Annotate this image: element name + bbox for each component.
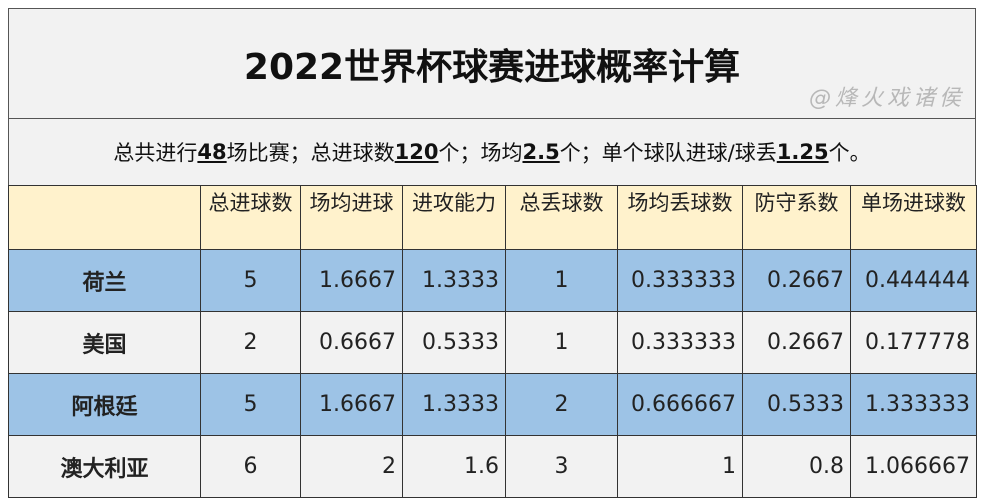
header-row: 总进球数 场均进球 进攻能力 总丢球数 场均丢球数 防守系数 单场进球数 <box>8 185 977 250</box>
total-goals: 120 <box>394 140 439 164</box>
table-cell[interactable]: 1.6667 <box>300 373 403 436</box>
header-label: 单场进球数 <box>861 191 966 215</box>
watermark: @烽火戏诸侯 <box>808 86 965 111</box>
table-cell[interactable]: 2 <box>300 435 403 498</box>
column-header[interactable] <box>8 185 201 250</box>
table-cell[interactable]: 1.066667 <box>850 435 977 498</box>
summary-text: 个；场均 <box>438 141 523 165</box>
table-cell[interactable]: 5 <box>200 249 301 312</box>
table-cell[interactable]: 0.666667 <box>617 373 743 436</box>
header-label <box>15 188 194 247</box>
summary-text: 个；单个球队进球/球丢 <box>559 141 777 165</box>
header-label: 场均丢球数 <box>627 191 733 215</box>
table-cell[interactable]: 0.8 <box>742 435 851 498</box>
table-cell[interactable]: 1.3333 <box>402 373 506 436</box>
table-cell[interactable]: 1 <box>505 249 618 312</box>
table-cell[interactable]: 0.177778 <box>850 311 977 374</box>
table-cell[interactable]: 0.2667 <box>742 311 851 374</box>
table-cell[interactable]: 1.3333 <box>402 249 506 312</box>
header-label: 进攻能力 <box>412 191 496 215</box>
sheet-title: 2022世界杯球赛进球概率计算 <box>243 46 741 88</box>
table-cell[interactable]: 6 <box>200 435 301 498</box>
total-matches: 48 <box>197 140 227 164</box>
summary-text: 总共进行 <box>113 141 198 165</box>
header-label: 场均进球 <box>309 191 394 215</box>
spreadsheet: 2022世界杯球赛进球概率计算 @烽火戏诸侯 总共进行 48 场比赛；总进球数 120… <box>8 8 977 498</box>
table-cell[interactable]: 0.444444 <box>850 249 977 312</box>
table-row: 澳大利亚 6 2 1.6 3 1 0.8 1.066667 <box>8 435 977 498</box>
column-header[interactable]: 进攻能力 <box>402 185 506 250</box>
table-cell[interactable]: 0.333333 <box>617 311 743 374</box>
team-name-cell[interactable]: 荷兰 <box>8 249 201 312</box>
table-cell[interactable]: 2 <box>200 311 301 374</box>
column-header[interactable]: 场均丢球数 <box>617 185 743 250</box>
column-header[interactable]: 总丢球数 <box>505 185 618 250</box>
table-cell[interactable]: 0.5333 <box>742 373 851 436</box>
avg-goals: 2.5 <box>522 140 560 164</box>
table-cell[interactable]: 1.333333 <box>850 373 977 436</box>
table-row: 阿根廷 5 1.6667 1.3333 2 0.666667 0.5333 1.333333 <box>8 373 977 436</box>
header-label: 防守系数 <box>754 191 839 215</box>
data-table: 总进球数 场均进球 进攻能力 总丢球数 场均丢球数 防守系数 单场进球数 荷兰 5 1.6667 1… <box>8 185 977 498</box>
table-row: 荷兰 5 1.6667 1.3333 1 0.333333 0.2667 0.444444 <box>8 249 977 312</box>
team-name-cell[interactable]: 澳大利亚 <box>8 435 201 498</box>
table-cell[interactable]: 1 <box>505 311 618 374</box>
column-header[interactable]: 总进球数 <box>200 185 301 250</box>
table-cell[interactable]: 1.6 <box>402 435 506 498</box>
column-header[interactable]: 场均进球 <box>300 185 403 250</box>
table-cell[interactable]: 3 <box>505 435 618 498</box>
table-cell[interactable]: 0.6667 <box>300 311 403 374</box>
table-cell[interactable]: 1.6667 <box>300 249 403 312</box>
table-cell[interactable]: 0.2667 <box>742 249 851 312</box>
table-cell[interactable]: 0.5333 <box>402 311 506 374</box>
table-cell[interactable]: 1 <box>617 435 743 498</box>
table-cell[interactable]: 2 <box>505 373 618 436</box>
summary-line: 总共进行 48 场比赛；总进球数 120 个；场均 2.5 个；单个球队进球/球丢 1.25 个… <box>8 119 976 185</box>
column-header[interactable]: 单场进球数 <box>850 185 977 250</box>
table-row: 美国 2 0.6667 0.5333 1 0.333333 0.2667 0.177778 <box>8 311 977 374</box>
header-label: 总丢球数 <box>519 191 604 215</box>
sheet-title-cell: 2022世界杯球赛进球概率计算 @烽火戏诸侯 <box>8 8 976 119</box>
summary-text: 个。 <box>828 141 871 165</box>
column-header[interactable]: 防守系数 <box>742 185 851 250</box>
table-cell[interactable]: 5 <box>200 373 301 436</box>
team-name-cell[interactable]: 美国 <box>8 311 201 374</box>
team-avg-goals: 1.25 <box>776 140 829 164</box>
header-label: 总进球数 <box>208 191 293 215</box>
team-name-cell[interactable]: 阿根廷 <box>8 373 201 436</box>
summary-text: 场比赛；总进球数 <box>226 141 395 165</box>
table-cell[interactable]: 0.333333 <box>617 249 743 312</box>
